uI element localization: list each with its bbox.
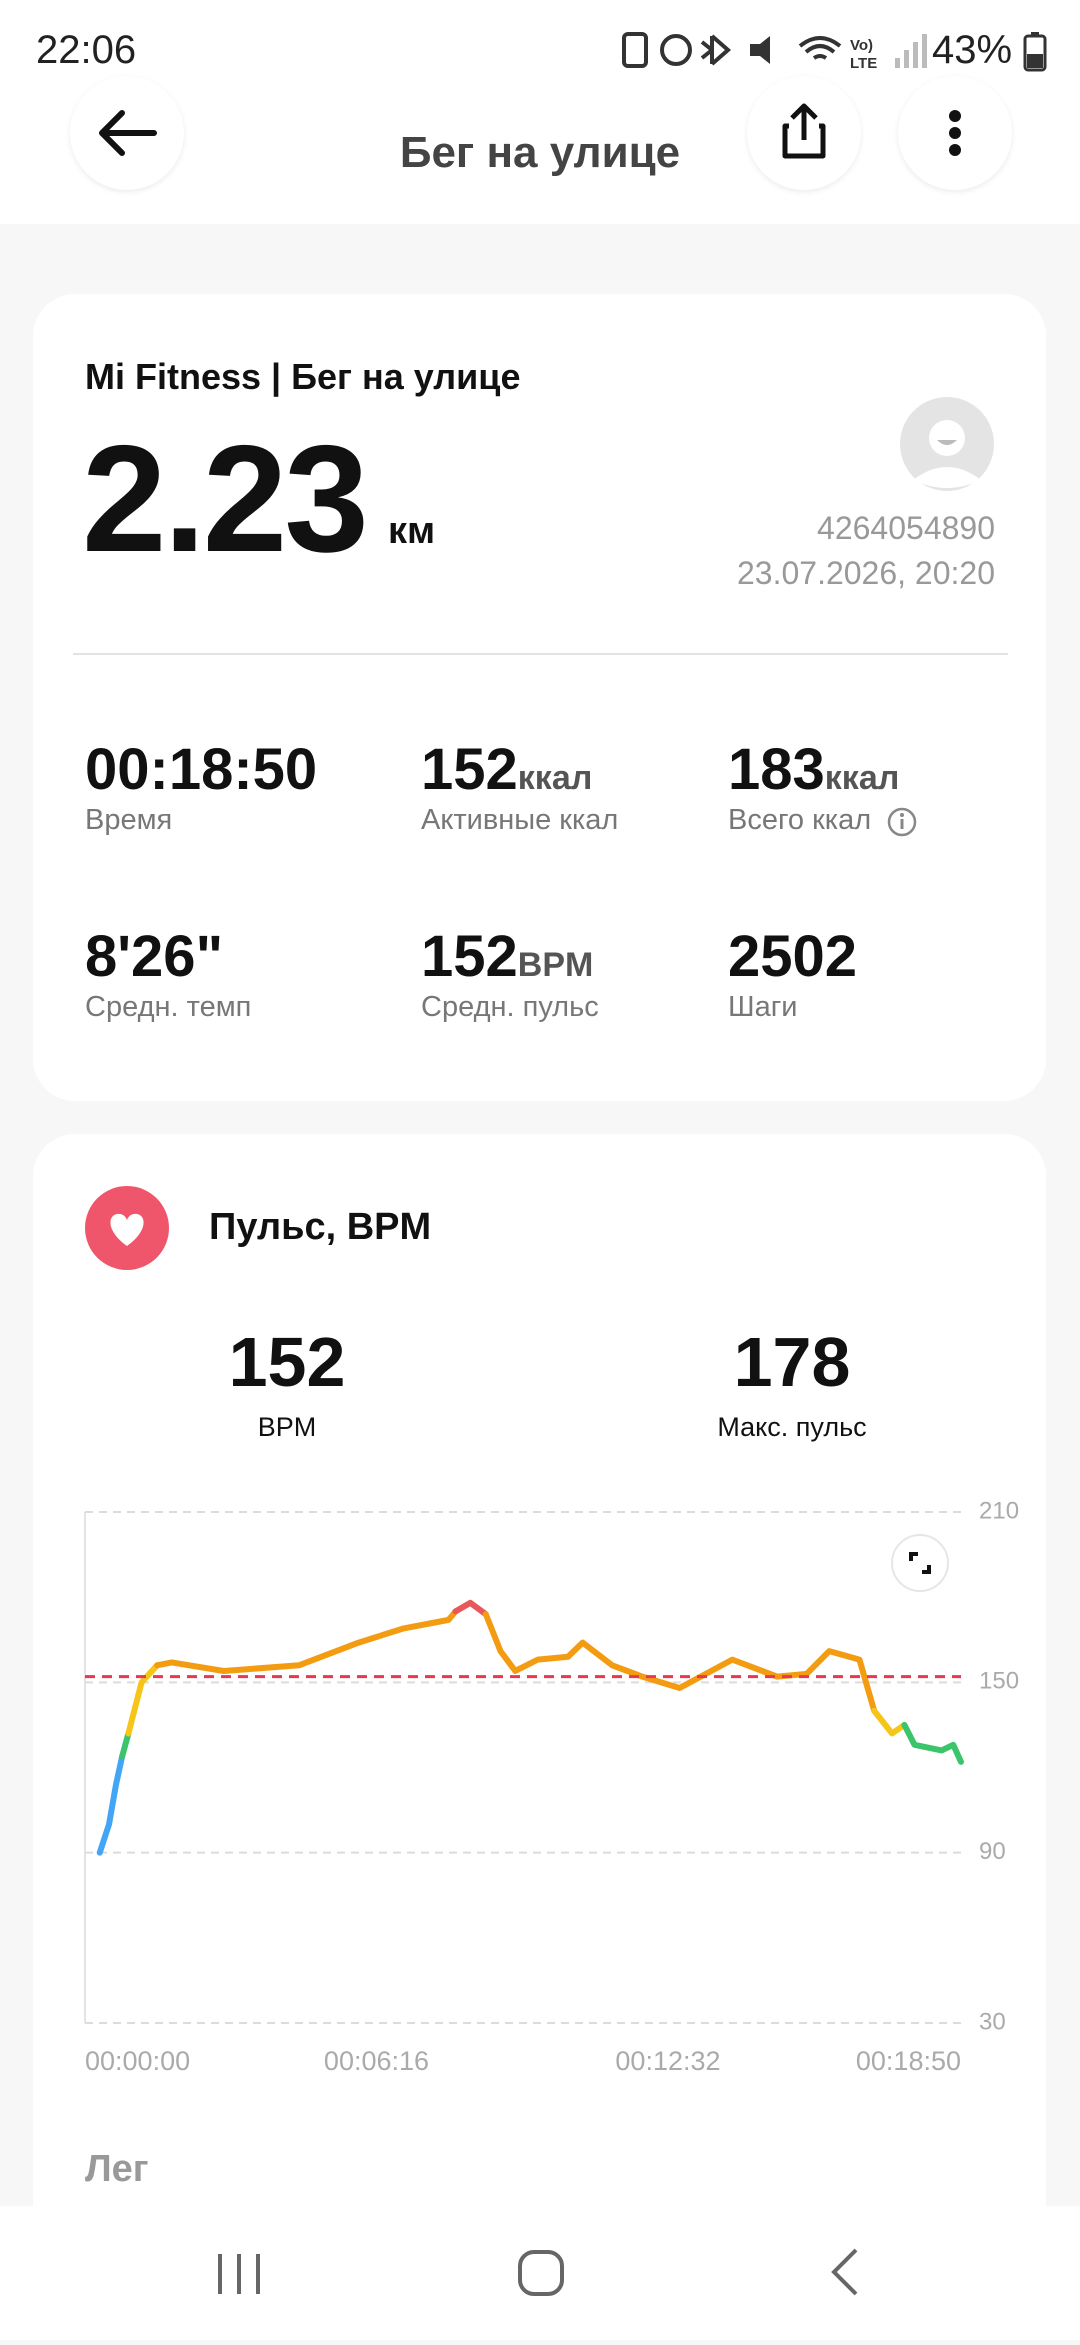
stat-value: 152 — [421, 924, 518, 989]
nav-bar — [0, 2206, 1080, 2340]
header-title: Бег на улице — [399, 128, 681, 177]
stat-label: Шаги — [728, 991, 798, 1023]
stat-value-row: 00:18:50 — [85, 736, 317, 803]
more-icon — [949, 110, 961, 156]
stat-value: 183 — [728, 737, 825, 802]
stat-value: 00:18:50 — [85, 737, 318, 802]
y-tick-label: 210 — [979, 1497, 1019, 1524]
back-button[interactable] — [70, 76, 184, 190]
stat-value-row: 183ккал — [728, 736, 899, 803]
heart-title: Пульс, BPM — [209, 1206, 432, 1248]
max-heart-label: Макс. пульс — [717, 1412, 867, 1442]
heart-rate-line — [119, 1730, 132, 1760]
avatar — [900, 397, 994, 491]
stat-label: Активные ккал — [421, 804, 619, 836]
recent-apps-button[interactable] — [218, 2254, 260, 2294]
stat-value-row: 152BPM — [421, 923, 593, 990]
svg-text:Vo): Vo) — [850, 37, 873, 54]
stat-value-row: 8'26" — [85, 923, 223, 990]
heart-icon — [85, 1186, 169, 1270]
stat-value: 152 — [421, 737, 518, 802]
distance-unit: км — [388, 510, 436, 552]
x-tick-label: 00:12:32 — [615, 2046, 720, 2076]
nav-icons — [218, 2248, 858, 2296]
next-section-title: Лег — [85, 2148, 149, 2190]
home-button[interactable] — [518, 2250, 564, 2296]
heart-rate-line — [154, 1608, 459, 1674]
heart-rate-line — [871, 1707, 908, 1737]
stat-value: 2502 — [728, 924, 858, 989]
heart-rate-line — [452, 1599, 489, 1618]
back-icon — [99, 110, 157, 156]
expand-button[interactable] — [890, 1533, 950, 1593]
status-time: 22:06 — [36, 28, 137, 72]
heart-rate-line — [482, 1611, 878, 1714]
stat-label: Время — [85, 804, 173, 836]
share-button[interactable] — [747, 76, 861, 190]
distance: 2.23 — [82, 414, 369, 584]
stat-unit: BPM — [517, 946, 594, 984]
device-id: 4264054890 — [817, 510, 995, 546]
status-battery: 43% — [932, 28, 1013, 72]
x-tick-label: 00:00:00 — [85, 2046, 190, 2076]
heart-rate-line — [125, 1662, 161, 1737]
y-tick-label: 30 — [979, 2008, 1006, 2035]
avg-heart-value: 152 — [228, 1323, 346, 1401]
x-tick-label: 00:18:50 — [856, 2046, 961, 2076]
stat-value-row: 2502 — [728, 923, 857, 990]
share-icon — [782, 103, 826, 159]
more-button[interactable] — [898, 76, 1012, 190]
x-tick-label: 00:06:16 — [324, 2046, 429, 2076]
divider — [73, 653, 1008, 655]
status-icons: Vo) LTE — [622, 32, 927, 72]
y-tick-label: 150 — [979, 1668, 1019, 1695]
stat-label: Средн. пульс — [421, 991, 599, 1023]
stat-unit: ккал — [517, 759, 593, 797]
heart-rate-chart: 30 90 150 210 00:00:00 00:06:16 00:12:32 00:18:… — [84, 1497, 1019, 2076]
heart-rate-line — [96, 1753, 126, 1856]
max-heart-value: 178 — [733, 1323, 851, 1401]
battery-icon — [1023, 32, 1047, 72]
stat-value: 8'26" — [85, 924, 224, 989]
info-icon[interactable] — [886, 806, 918, 838]
heart-card — [33, 1134, 1046, 2334]
stat-unit: ккал — [824, 759, 900, 797]
y-tick-label: 90 — [979, 1838, 1006, 1865]
source-title: Mi Fitness | Бег на улице — [85, 356, 521, 397]
stat-value-row: 152ккал — [421, 736, 592, 803]
heart-rate-line — [901, 1721, 964, 1765]
summary-card — [33, 294, 1046, 1101]
stat-label: Средн. темп — [85, 991, 252, 1023]
back-nav-button[interactable] — [831, 2248, 858, 2296]
stat-label: Всего ккал — [728, 804, 872, 836]
svg-text:LTE: LTE — [850, 55, 877, 72]
workout-datetime: 23.07.2026, 20:20 — [736, 555, 995, 591]
avg-heart-label: BPM — [257, 1412, 317, 1442]
